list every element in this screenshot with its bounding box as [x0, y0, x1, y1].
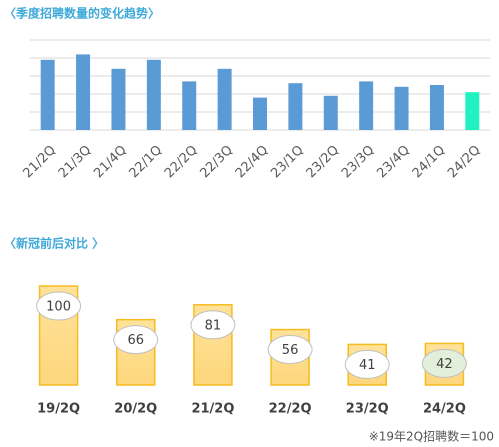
footnote: ※19年2Q招聘数＝100: [369, 429, 494, 444]
bar: [253, 97, 267, 130]
value-label: 41: [359, 358, 376, 373]
x-tick-label: 19/2Q: [37, 402, 80, 417]
x-tick-label: 24/1Q: [410, 143, 448, 181]
bar: [146, 59, 161, 130]
value-label-bubble: [421, 348, 467, 378]
bar: [394, 86, 409, 130]
value-label-bubble: [267, 335, 313, 365]
value-label: 42: [436, 357, 453, 372]
bar: [288, 83, 303, 130]
x-tick-label: 21/3Q: [56, 143, 94, 181]
value-label-bubble: [113, 325, 159, 355]
x-tick-label: 23/2Q: [346, 402, 389, 417]
x-tick-label: 24/2Q: [445, 143, 483, 181]
bar: [217, 68, 232, 130]
x-tick-label: 24/2Q: [423, 402, 466, 417]
x-tick-label: 22/2Q: [162, 143, 200, 181]
value-label: 100: [46, 300, 71, 315]
bar: [465, 92, 480, 130]
x-tick-label: 22/3Q: [197, 143, 235, 181]
value-label: 81: [205, 318, 222, 333]
x-tick-label: 21/2Q: [21, 143, 59, 181]
bar: [429, 85, 444, 130]
x-tick-label: 22/1Q: [127, 143, 165, 181]
value-label-bubble: [190, 310, 236, 340]
x-tick-label: 23/3Q: [339, 143, 377, 181]
bar: [40, 59, 55, 130]
bar: [323, 95, 338, 130]
x-tick-label: 23/4Q: [374, 143, 412, 181]
chart-title: 〈新冠前后对比 〉: [4, 236, 104, 251]
chart-title: 〈季度招聘数量的变化趋势〉: [4, 6, 160, 21]
bar: [76, 54, 91, 130]
bar: [359, 81, 374, 130]
value-label-bubble: [36, 291, 82, 321]
x-tick-label: 23/1Q: [268, 143, 306, 181]
value-label: 66: [127, 333, 144, 348]
x-tick-label: 22/4Q: [233, 143, 271, 181]
x-tick-label: 20/2Q: [114, 402, 157, 417]
value-label: 56: [282, 343, 299, 358]
x-tick-label: 23/2Q: [304, 143, 342, 181]
bar: [182, 81, 197, 130]
value-label-bubble: [344, 349, 390, 379]
x-tick-label: 21/2Q: [191, 402, 234, 417]
x-tick-label: 22/2Q: [269, 402, 312, 417]
bar: [111, 68, 126, 130]
x-tick-label: 21/4Q: [91, 143, 129, 181]
